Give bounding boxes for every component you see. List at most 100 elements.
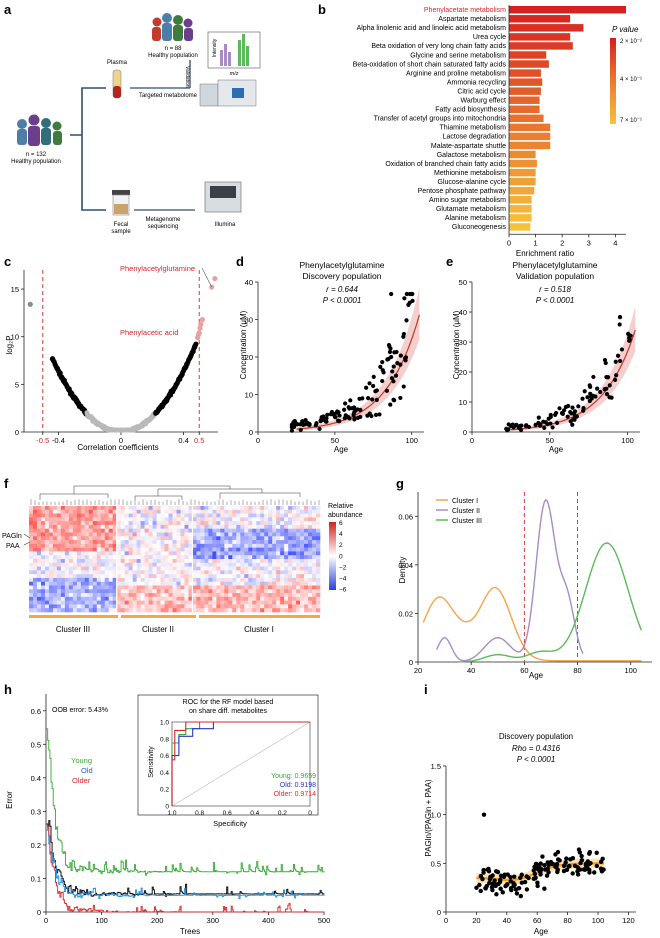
heatmap-cell — [96, 528, 102, 533]
heatmap-cell — [120, 551, 125, 556]
sample-point — [485, 867, 490, 872]
heatmap-cell — [268, 547, 273, 552]
heatmap-cell — [188, 593, 193, 598]
heatmap-cell — [68, 540, 74, 545]
heatmap-cell — [68, 596, 74, 601]
heatmap-cell — [112, 543, 117, 548]
heatmap-cell — [152, 524, 157, 530]
heatmap-cell — [120, 532, 125, 537]
heatmap-cell — [60, 566, 66, 571]
heatmap-cell — [268, 543, 273, 548]
heatmap-cell — [180, 581, 185, 586]
heatmap-cell — [272, 596, 277, 601]
heatmap-cell — [40, 577, 46, 583]
heatmap-cell — [160, 600, 165, 605]
heatmap-cell — [180, 600, 185, 605]
heatmap-cell — [244, 543, 249, 548]
heatmap-cell — [40, 532, 46, 537]
heatmap-cell — [48, 543, 54, 548]
heatmap-cell — [140, 574, 145, 579]
heatmap-cell — [160, 555, 165, 560]
heatmap-cell — [244, 593, 249, 598]
heatmap-cell — [108, 585, 114, 590]
heatmap-cell — [156, 524, 161, 530]
heatmap-cell — [240, 593, 245, 598]
heatmap-cell — [136, 551, 141, 556]
heatmap-cell — [76, 540, 82, 545]
heatmap-cell — [256, 559, 261, 564]
heatmap-cell — [108, 604, 114, 609]
heatmap-cell — [184, 574, 189, 579]
heatmap-legend-tick: −2 — [339, 564, 347, 571]
heatmap-cell — [140, 593, 145, 598]
heatmap-cell — [132, 547, 137, 552]
sample-point — [523, 423, 528, 429]
sample-point — [609, 395, 614, 400]
heatmap-cell — [200, 574, 205, 579]
heatmap-cell — [160, 585, 165, 590]
label-pointer — [201, 267, 213, 288]
heatmap-cell — [248, 593, 253, 598]
heatmap-cell — [292, 551, 297, 556]
heatmap-cell — [256, 566, 261, 571]
enrichment-bar — [509, 223, 531, 231]
heatmap-cell — [144, 540, 149, 545]
heatmap-cell — [224, 517, 229, 522]
heatmap-cell — [196, 509, 201, 514]
heatmap-cell — [29, 593, 34, 598]
heatmap-cell — [204, 596, 209, 601]
heatmap-cell — [196, 547, 201, 552]
heatmap-cell — [176, 581, 181, 586]
sample-point — [366, 396, 371, 401]
heatmap-cell — [152, 521, 157, 526]
heatmap-cell — [260, 585, 265, 590]
heatmap-cell — [200, 600, 205, 605]
heatmap-cell — [124, 517, 129, 522]
heatmap-cell — [252, 608, 257, 613]
heatmap-cell — [224, 506, 229, 511]
heatmap-cell — [152, 600, 157, 605]
heatmap-cell — [296, 509, 301, 514]
heatmap-cell — [64, 600, 70, 605]
heatmap-legend-tick: 2 — [339, 542, 343, 549]
heatmap-cell — [116, 540, 121, 545]
heatmap-cell — [268, 593, 273, 598]
heatmap-cell — [144, 528, 149, 533]
heatmap-cell — [204, 577, 209, 583]
heatmap-cell — [256, 509, 261, 514]
heatmap-cell — [48, 547, 54, 552]
heatmap-cell — [232, 540, 237, 545]
heatmap-cell — [64, 585, 70, 590]
heatmap-cell — [36, 513, 42, 518]
fecal-sample-icon — [112, 190, 130, 216]
sample-point — [358, 414, 363, 420]
sample-point — [333, 414, 338, 420]
heatmap-cell — [252, 551, 257, 556]
y-tick-label: 0.04 — [398, 561, 413, 570]
y-tick-label: 0.3 — [31, 807, 41, 816]
heatmap-cells — [23, 506, 321, 613]
heatmap-cell — [124, 562, 129, 567]
heatmap-cell — [104, 547, 110, 552]
heatmap-cell — [144, 596, 149, 601]
heatmap-cell — [284, 559, 289, 564]
heatmap-cell — [312, 513, 317, 518]
y-tick-label: 0.02 — [398, 609, 413, 618]
sample-point — [289, 428, 295, 433]
heatmap-cell — [176, 566, 181, 571]
heatmap-cell — [88, 574, 94, 579]
heatmap-cell — [308, 566, 313, 571]
heatmap-cell — [116, 543, 121, 548]
heatmap-cell — [200, 521, 205, 526]
heatmap-cell — [308, 577, 313, 583]
heatmap-cell — [256, 524, 261, 530]
healthy-n: n = 88 — [165, 46, 183, 52]
heatmap-cell — [224, 528, 229, 533]
heatmap-cell — [264, 562, 269, 567]
heatmap-cell — [192, 555, 197, 560]
sample-point — [377, 412, 382, 417]
heatmap-cell — [188, 513, 193, 518]
heatmap-cell — [180, 593, 185, 598]
sample-point — [613, 359, 618, 364]
